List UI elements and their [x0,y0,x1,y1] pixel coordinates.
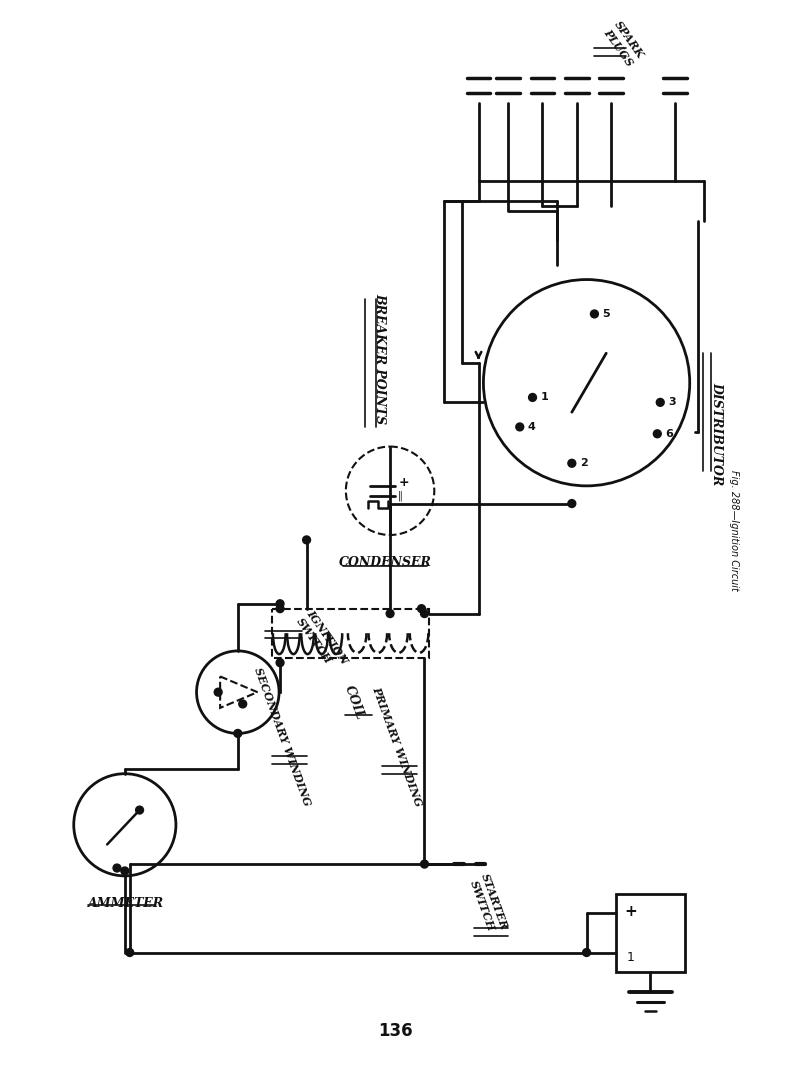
Text: ‖: ‖ [397,490,402,501]
Circle shape [303,536,310,544]
Text: DISTRIBUTOR: DISTRIBUTOR [711,382,724,486]
Text: 136: 136 [378,1022,412,1040]
Text: 3: 3 [668,397,675,407]
Text: 1: 1 [626,951,634,964]
Circle shape [214,688,222,696]
Text: Fig. 288—Ignition Circuit: Fig. 288—Ignition Circuit [729,470,739,591]
Circle shape [653,429,661,438]
Text: COIL: COIL [343,684,367,721]
Text: SPARK
PLUGS: SPARK PLUGS [601,19,645,68]
Circle shape [121,867,129,875]
Circle shape [420,610,428,617]
Circle shape [276,604,284,613]
Circle shape [386,610,394,617]
Text: 5: 5 [602,309,610,319]
Circle shape [276,659,284,666]
Circle shape [568,459,576,467]
Circle shape [420,860,428,868]
Text: PRIMARY WINDING: PRIMARY WINDING [370,685,424,807]
Circle shape [516,423,524,430]
Circle shape [590,310,598,318]
Circle shape [136,806,144,814]
Text: +: + [624,904,638,918]
Text: SECONDARY WINDING: SECONDARY WINDING [252,665,312,807]
Circle shape [418,604,426,613]
Circle shape [234,729,242,737]
Text: BREAKER POINTS: BREAKER POINTS [374,293,387,424]
Text: AMMETER: AMMETER [88,897,164,910]
Circle shape [568,500,576,507]
Circle shape [656,398,664,406]
Circle shape [529,393,536,402]
Text: 2: 2 [580,458,588,468]
Text: 4: 4 [528,422,536,431]
Text: IGNITION
SWITCH: IGNITION SWITCH [294,609,350,674]
Text: +: + [398,476,409,489]
Circle shape [239,700,246,708]
Circle shape [126,948,134,957]
Circle shape [583,948,590,957]
Text: CONDENSER: CONDENSER [339,556,431,569]
Text: STARTER
SWITCH: STARTER SWITCH [467,871,510,936]
Text: 6: 6 [665,428,673,439]
Circle shape [113,864,121,871]
Circle shape [276,600,284,608]
Bar [616,894,685,972]
Text: 1: 1 [540,392,548,403]
